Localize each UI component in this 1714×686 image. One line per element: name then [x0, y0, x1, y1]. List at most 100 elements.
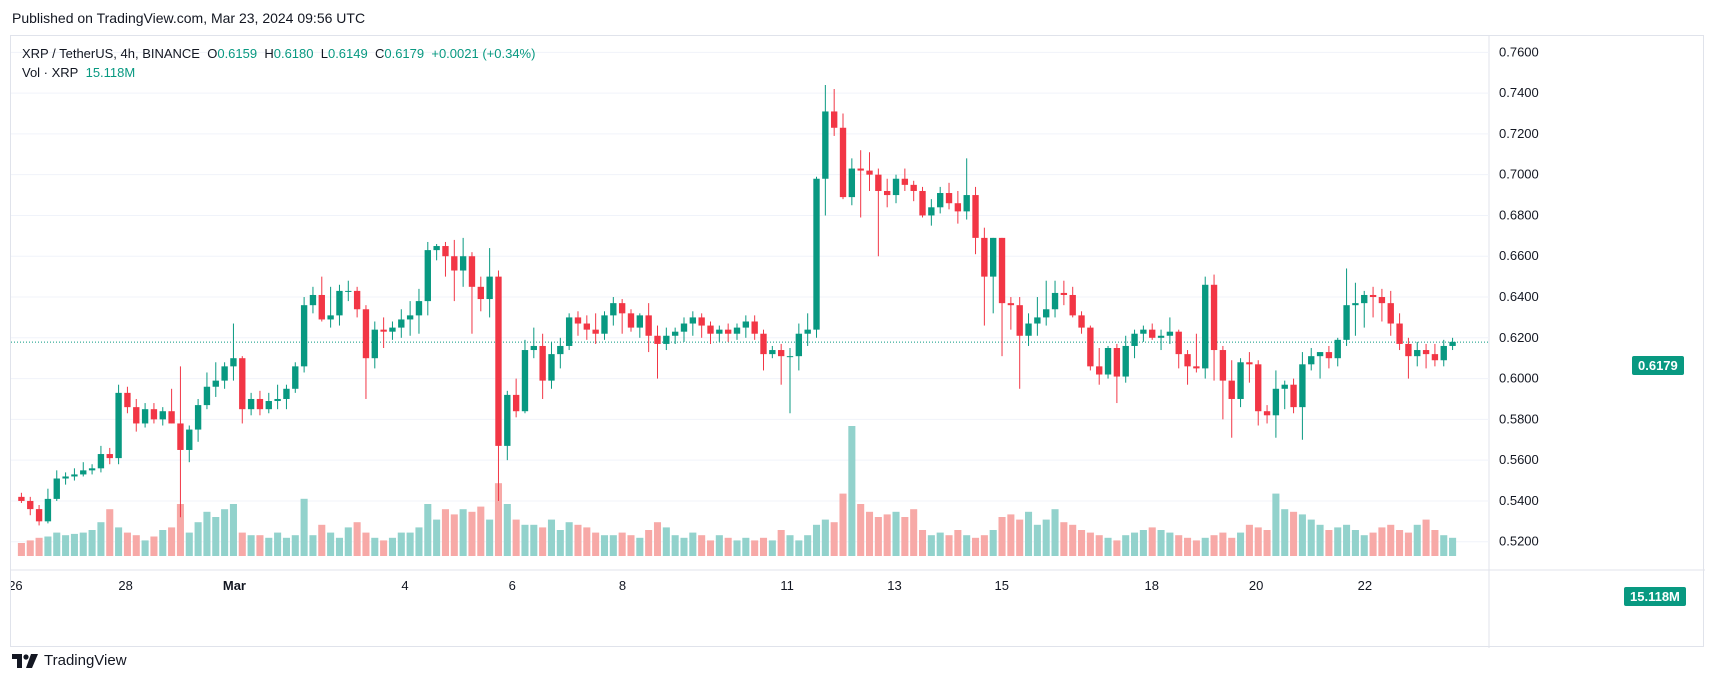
volume-bar [459, 509, 467, 556]
candle-body [1069, 294, 1076, 316]
candle-body [1431, 354, 1439, 361]
volume-bar [159, 530, 167, 556]
candle-body [318, 294, 325, 320]
candle-body [1396, 323, 1403, 344]
volume-bar [150, 536, 158, 556]
candle-body [345, 290, 352, 292]
candle-body [539, 345, 546, 381]
candle-body [601, 315, 608, 334]
price-tick-label: 0.5200 [1499, 534, 1539, 549]
volume-bar [424, 504, 432, 556]
volume-bar [141, 540, 149, 556]
candle-body [627, 313, 635, 328]
candle-body [839, 127, 847, 198]
volume-bar [433, 519, 441, 556]
volume-bar [539, 527, 547, 556]
time-tick-label: Mar [223, 578, 246, 593]
candle-body [18, 496, 25, 501]
volume-bar [1219, 532, 1227, 556]
time-tick-label: 15 [995, 578, 1009, 593]
volume-bar [751, 540, 759, 556]
volume-bar [1139, 530, 1147, 556]
candle-body [654, 335, 661, 344]
volume-bar [857, 504, 865, 556]
candle-body [751, 321, 758, 334]
volume-bar [362, 532, 370, 556]
candle-body [663, 335, 670, 344]
price-tick-label: 0.6000 [1499, 371, 1539, 386]
candle-body [707, 325, 714, 334]
candle-body [44, 498, 52, 522]
candle-body [592, 329, 599, 334]
high-value: 0.6180 [273, 46, 314, 61]
candle-body [1263, 411, 1271, 416]
volume-bar [865, 511, 874, 556]
volume-bar [247, 535, 255, 556]
time-tick-label: 26 [11, 578, 23, 593]
volume-bar [724, 537, 732, 556]
candle-body [998, 237, 1006, 304]
time-tick-label: 11 [780, 578, 794, 593]
candle-body [239, 358, 246, 410]
volume-bar [203, 511, 211, 556]
candle-body [398, 319, 405, 328]
volume-bar [115, 527, 123, 556]
price-tick-label: 0.6400 [1499, 289, 1539, 304]
chart-pane[interactable]: 0.7600 0.7400 0.7200 0.7000 0.6800 0.6600 0.64… [10, 35, 1705, 648]
time-tick-label: 20 [1249, 578, 1263, 593]
candle-body [1193, 366, 1200, 369]
candle-body [901, 178, 909, 185]
volume-bar [494, 483, 503, 556]
volume-bar [185, 532, 193, 556]
volume-bar [380, 540, 388, 556]
volume-bar [618, 532, 626, 556]
candle-body [1246, 362, 1253, 365]
close-label: C [374, 46, 385, 61]
volume-bar [221, 509, 229, 556]
footer-brand[interactable]: TradingView [12, 652, 127, 669]
candle-body [928, 207, 935, 216]
volume-bar [901, 517, 909, 556]
volume-bar [176, 504, 184, 556]
candle-body [88, 468, 96, 471]
volume-bar [335, 537, 343, 556]
candle-body [265, 401, 272, 410]
candle-body [186, 429, 193, 450]
candle-body [495, 276, 502, 446]
volume-bar [883, 514, 891, 556]
published-caption: Published on TradingView.com, Mar 23, 20… [12, 10, 366, 26]
volume-bar [388, 537, 396, 556]
volume-bar [768, 540, 776, 556]
volume-bar [715, 535, 723, 556]
candlestick-chart[interactable]: 0.7600 0.7400 0.7200 0.7000 0.6800 0.6600 0.64… [11, 36, 1705, 648]
candle-body [353, 290, 361, 310]
volume-bar [70, 533, 78, 556]
volume-bar [1245, 524, 1253, 556]
time-tick-label: 13 [887, 578, 901, 593]
candle-body [990, 237, 997, 277]
candle-body [1025, 323, 1032, 336]
volume-bar [1254, 527, 1262, 556]
candle-body [945, 193, 953, 204]
volume-bar [397, 532, 405, 556]
volume-bar [1351, 530, 1359, 556]
candle-body [1087, 327, 1094, 367]
volume-bar [927, 535, 935, 556]
candle-body [848, 168, 856, 198]
candle-body [106, 454, 113, 459]
volume-bar [406, 532, 414, 556]
volume-bar [327, 532, 335, 556]
volume-bar [1060, 522, 1068, 556]
volume-value: 15.118M [85, 65, 136, 80]
candle-body [1096, 366, 1103, 375]
volume-bar [671, 535, 679, 556]
candle-body [1219, 350, 1227, 381]
candle-body [636, 315, 644, 328]
volume-bar [1104, 537, 1112, 556]
candle-body [1308, 356, 1315, 365]
candle-body [406, 315, 414, 320]
price-tick-label: 0.5600 [1499, 452, 1539, 467]
candle-body [221, 366, 228, 381]
candle-body [884, 190, 891, 196]
chart-legend: XRP / TetherUS, 4h, BINANCE O0.6159 H0.6… [22, 44, 535, 82]
